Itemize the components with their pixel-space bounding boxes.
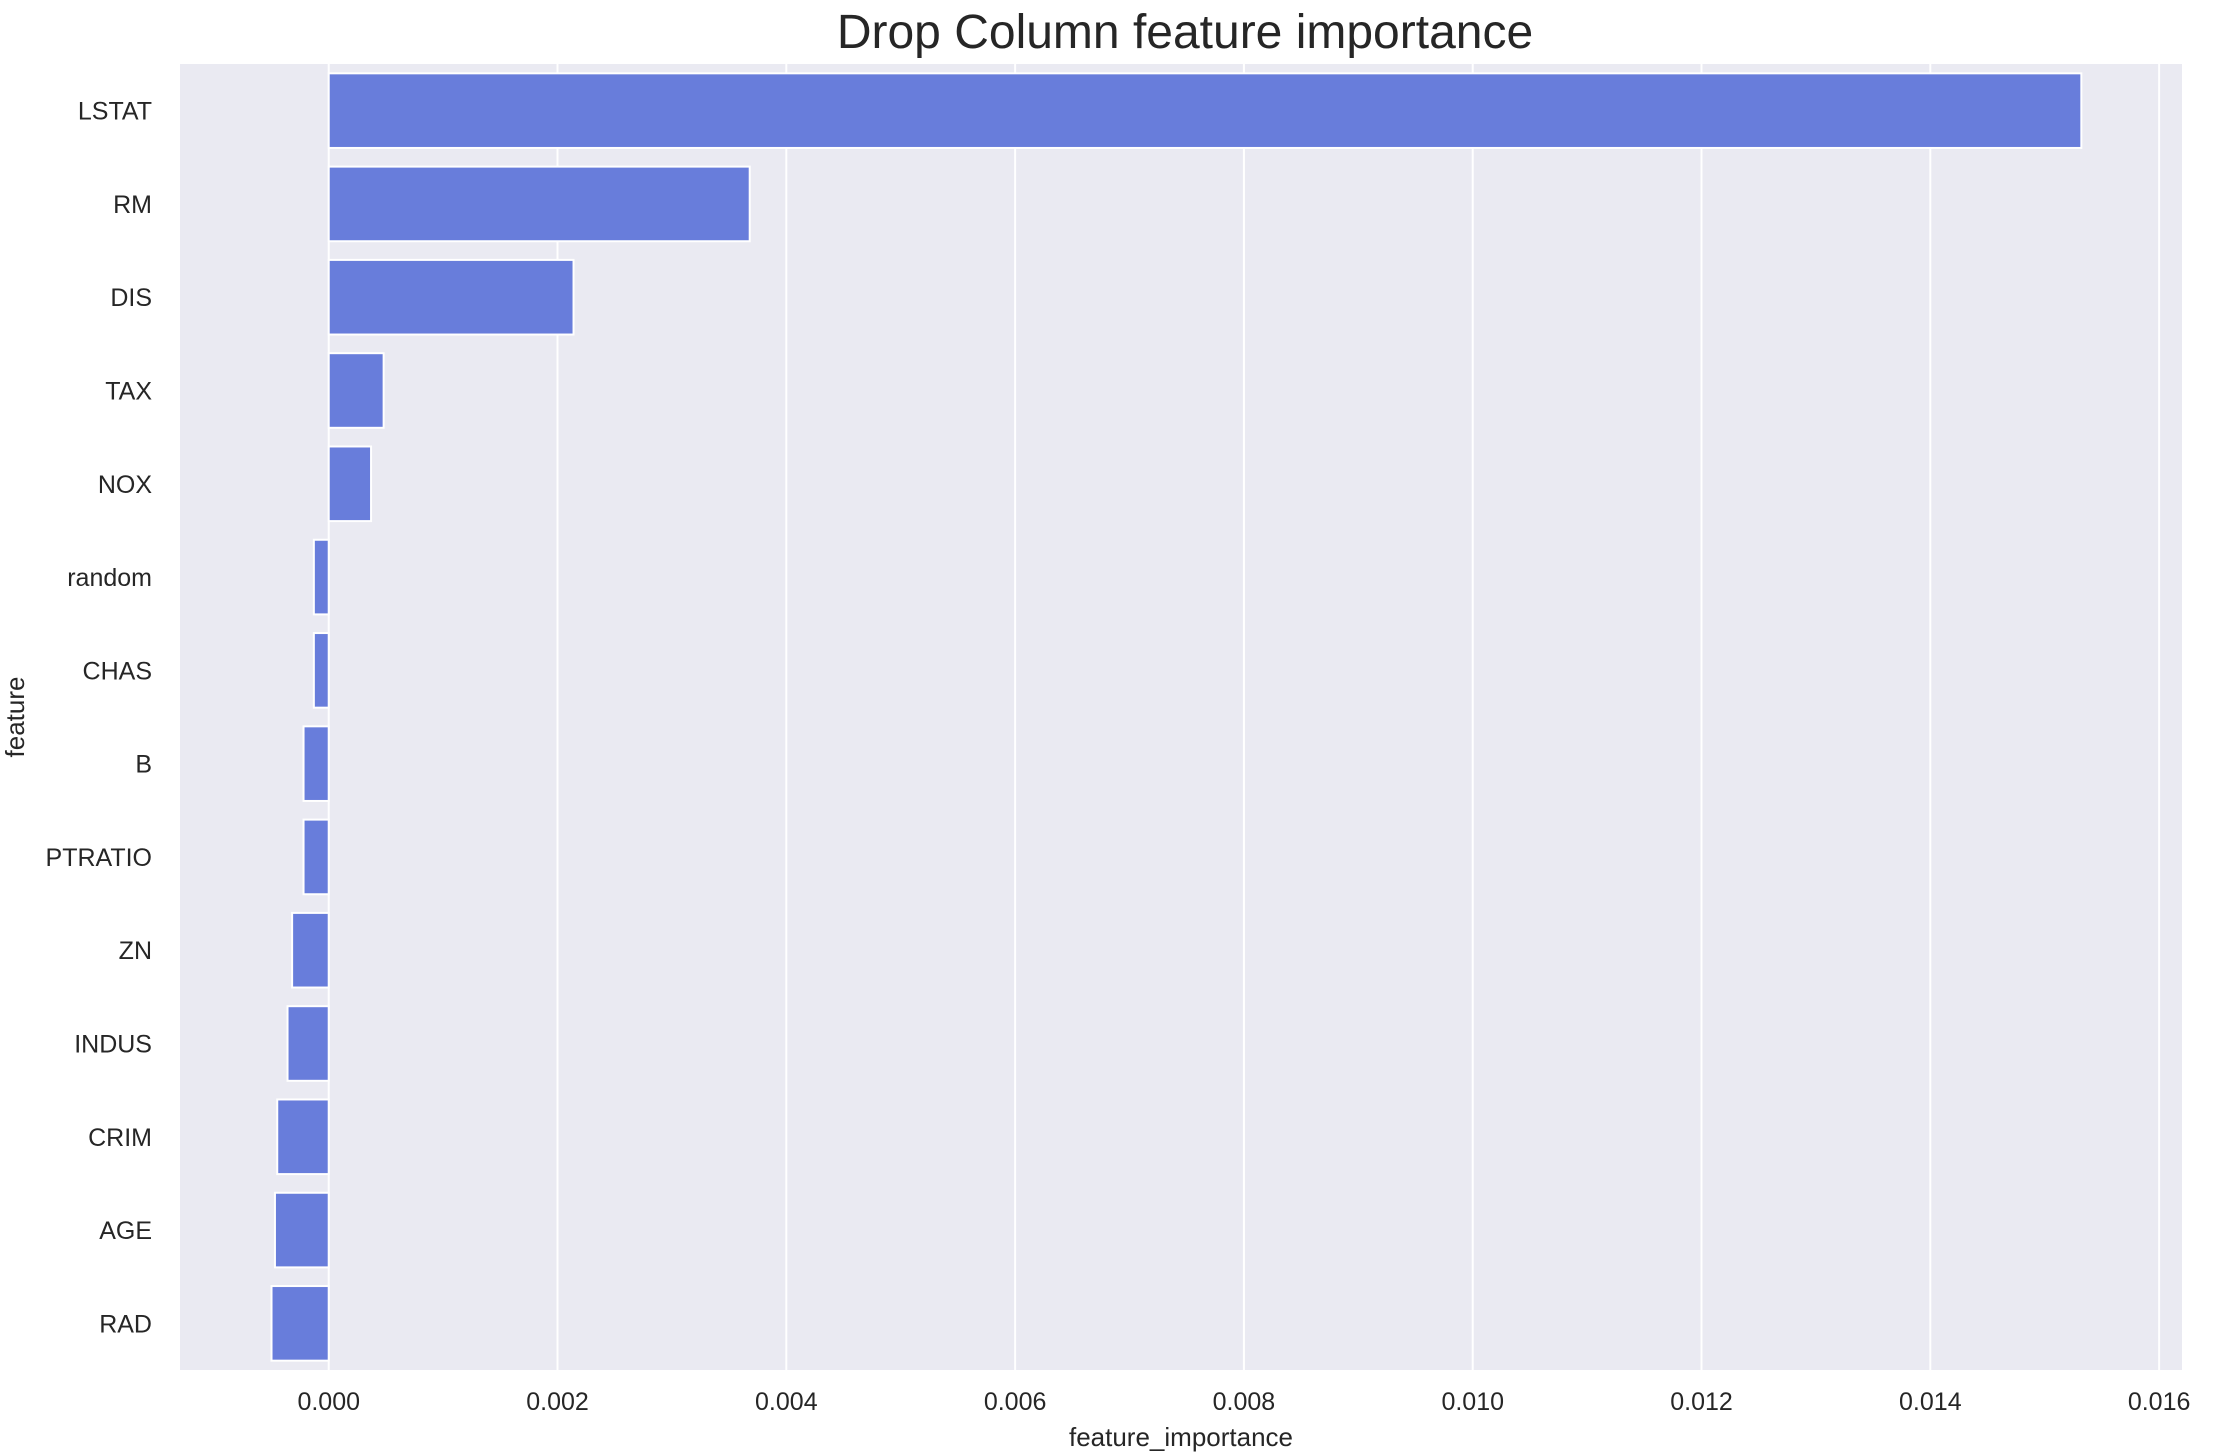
x-tick-label: 0.010 — [1441, 1388, 1504, 1416]
bar-lstat — [327, 72, 2083, 149]
x-tick-label: 0.006 — [984, 1388, 1047, 1416]
y-tick-label: RM — [113, 191, 152, 219]
bar-ptratio — [302, 818, 330, 896]
bar-tax — [327, 352, 385, 429]
x-tick-label: 0.012 — [1670, 1388, 1733, 1416]
bar-zn — [291, 911, 330, 989]
y-tick-label: CHAS — [83, 657, 152, 685]
y-tick-label: PTRATIO — [46, 844, 152, 872]
x-tick-label: 0.004 — [755, 1388, 818, 1416]
bar-rm — [327, 165, 751, 243]
bar-nox — [327, 445, 373, 523]
bar-random — [312, 538, 330, 616]
y-tick-labels: LSTAT RM DIS TAX NOX random CHAS B PTRATIO ZN INDU… — [46, 98, 153, 1339]
bar-crim — [276, 1098, 330, 1176]
x-tick-label: 0.008 — [1213, 1388, 1276, 1416]
y-tick-label: AGE — [99, 1217, 152, 1245]
y-tick-label: NOX — [98, 471, 153, 499]
y-tick-label: INDUS — [74, 1031, 152, 1059]
x-axis-label: feature_importance — [1069, 1422, 1293, 1452]
y-tick-label: RAD — [99, 1310, 152, 1338]
x-tick-label: 0.016 — [2128, 1388, 2191, 1416]
bar-indus — [286, 1005, 330, 1082]
bar-dis — [327, 258, 575, 336]
y-tick-label: B — [135, 751, 152, 779]
bar-age — [273, 1191, 330, 1269]
y-tick-label: CRIM — [88, 1124, 152, 1152]
y-tick-label: random — [67, 564, 152, 592]
y-tick-label: TAX — [105, 378, 152, 406]
y-tick-label: ZN — [119, 937, 152, 965]
x-tick-label: 0.002 — [526, 1388, 589, 1416]
bars — [270, 72, 2083, 1362]
x-tick-label: 0.000 — [297, 1388, 360, 1416]
bar-chas — [312, 632, 330, 709]
y-tick-label: DIS — [110, 284, 152, 312]
y-axis-label: feature — [0, 677, 30, 758]
x-tick-labels: 0.000 0.002 0.004 0.006 0.008 0.010 0.012 0.014… — [297, 1388, 2190, 1416]
bar-rad — [270, 1285, 330, 1362]
chart-title: Drop Column feature importance — [837, 6, 1533, 59]
x-tick-label: 0.014 — [1899, 1388, 1962, 1416]
y-tick-label: LSTAT — [78, 98, 152, 126]
bar-b — [302, 725, 330, 802]
